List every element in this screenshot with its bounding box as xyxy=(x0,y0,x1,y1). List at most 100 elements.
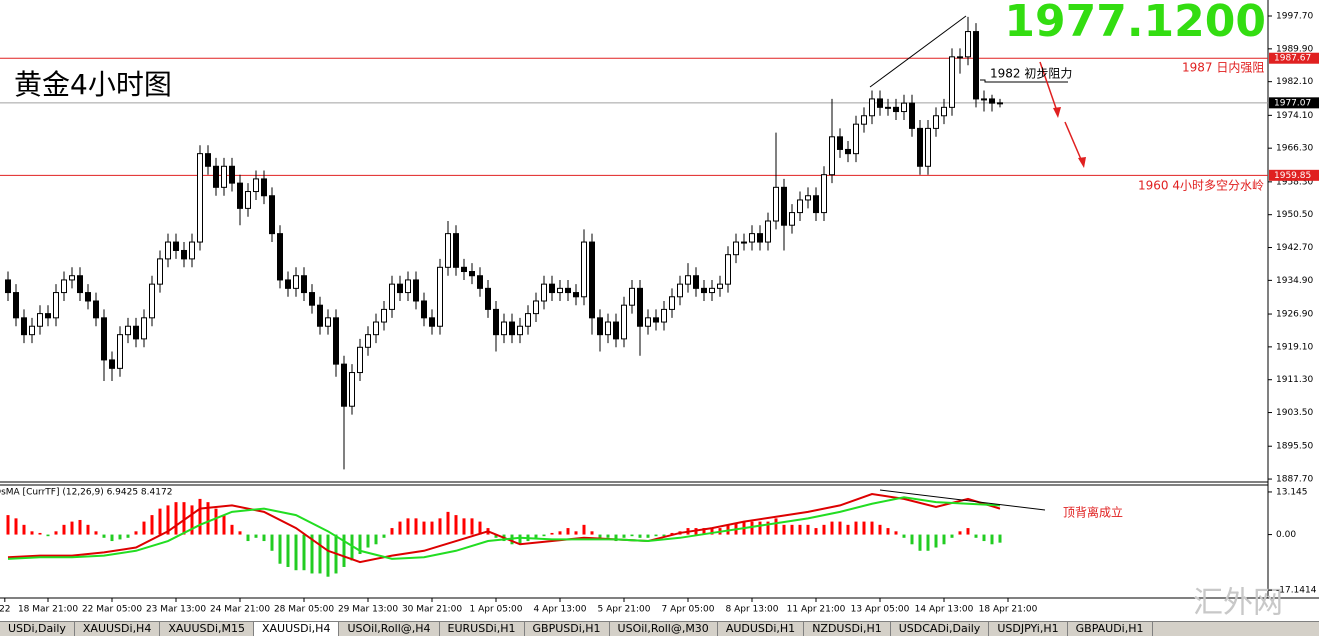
y-tick-label: 1958.30 xyxy=(1276,177,1313,187)
candle-body xyxy=(949,56,955,108)
candle-body xyxy=(117,334,123,369)
chart-tab[interactable]: USDJPYi,H1 xyxy=(989,622,1068,636)
candle-body xyxy=(293,275,299,289)
histogram-bar xyxy=(598,534,602,538)
chart-tab[interactable]: USDCADi,Daily xyxy=(891,622,990,636)
histogram-bar xyxy=(214,508,218,535)
histogram-bar xyxy=(78,519,82,535)
candle-body xyxy=(509,321,515,336)
y-tick-label: 1911.30 xyxy=(1276,375,1313,385)
chart-tab[interactable]: XAUUSDi,H4 xyxy=(254,622,340,636)
histogram-bar xyxy=(126,534,130,538)
candle-body xyxy=(461,266,467,273)
candle-body xyxy=(197,153,203,243)
x-tick-label: 22 Mar 05:00 xyxy=(82,605,142,615)
histogram-bar xyxy=(198,498,202,535)
histogram-bar xyxy=(446,511,450,535)
histogram-bar xyxy=(878,524,882,535)
histogram-bar xyxy=(350,534,354,561)
candle-body xyxy=(917,127,923,167)
histogram-bar xyxy=(406,518,410,535)
chart-tab[interactable]: NZDUSDi,H1 xyxy=(804,622,891,636)
candle-body xyxy=(365,334,371,348)
candle-body xyxy=(309,292,315,306)
histogram-bar xyxy=(478,521,482,535)
candle-body xyxy=(693,275,699,289)
chart-tab[interactable]: XAUUSDi,M15 xyxy=(160,622,254,636)
histogram-bar xyxy=(646,534,650,538)
candle-body xyxy=(397,283,403,294)
histogram-bar xyxy=(358,534,362,555)
candle-body xyxy=(981,98,987,101)
candle-body xyxy=(757,233,763,243)
histogram-bar xyxy=(870,521,874,535)
candle-body xyxy=(485,287,491,310)
y-tick-label: 1903.50 xyxy=(1276,408,1313,418)
chart-tab[interactable]: USOil,Roll@,H4 xyxy=(339,622,440,636)
candle-body xyxy=(421,300,427,319)
tab-bar: USDi,Daily XAUUSDi,H4 XAUUSDi,M15 XAUUSDi,H… xyxy=(0,621,1319,636)
chart-tab[interactable]: USOil,Roll@,M30 xyxy=(610,622,718,636)
candle-body xyxy=(837,136,843,150)
x-tick-label: 11 Apr 21:00 xyxy=(787,605,846,615)
histogram-bar xyxy=(374,534,378,545)
histogram-bar xyxy=(942,534,946,545)
candle-body xyxy=(141,317,147,340)
candle-body xyxy=(709,287,715,294)
x-tick-label: 7 Apr 05:00 xyxy=(662,605,715,615)
histogram-bar xyxy=(766,521,770,535)
histogram-bar xyxy=(342,534,346,567)
candle-body xyxy=(813,195,819,214)
candle-body xyxy=(517,325,523,336)
histogram-bar xyxy=(862,521,866,535)
histogram-bar xyxy=(886,528,890,535)
histogram-bar xyxy=(590,531,594,535)
candle-body xyxy=(925,127,931,167)
candle-body xyxy=(501,321,507,336)
candle-body xyxy=(525,313,531,327)
y-tick-label: 1887.70 xyxy=(1276,475,1313,485)
candle-body xyxy=(997,102,1003,105)
histogram-bar xyxy=(142,521,146,535)
chart-tab[interactable]: EURUSDi,H1 xyxy=(440,622,525,636)
histogram-bar xyxy=(702,528,706,535)
candle-body xyxy=(653,317,659,323)
histogram-bar xyxy=(470,518,474,535)
histogram-bar xyxy=(966,528,970,535)
histogram-bar xyxy=(894,531,898,535)
candle-body xyxy=(941,106,947,117)
watermark: 汇外网 xyxy=(1193,586,1283,621)
histogram-bar xyxy=(854,521,858,535)
candle-body xyxy=(629,287,635,306)
candle-body xyxy=(77,275,83,294)
chart-title: 黄金4小时图 xyxy=(14,68,172,101)
chart-tab[interactable]: AUDUSDi,H1 xyxy=(718,622,805,636)
chart-tab[interactable]: GBPAUDi,H1 xyxy=(1068,622,1153,636)
chart-tab[interactable]: GBPUSDi,H1 xyxy=(525,622,610,636)
histogram-bar xyxy=(46,534,50,537)
osma-panel xyxy=(6,493,1002,577)
y-tick-label: 1974.10 xyxy=(1276,111,1313,121)
chart-tab[interactable]: XAUUSDi,H4 xyxy=(75,622,161,636)
annotation: 1987 日内强阻 xyxy=(1182,61,1264,75)
candle-body xyxy=(317,304,323,327)
candle-body xyxy=(493,308,499,336)
chart-tab[interactable]: USDi,Daily xyxy=(0,622,75,636)
histogram-bar xyxy=(134,531,138,535)
candle-body xyxy=(677,283,683,298)
candle-body xyxy=(149,283,155,319)
histogram-bar xyxy=(838,521,842,535)
candle-body xyxy=(477,275,483,289)
candle-body xyxy=(213,165,219,188)
histogram-bar xyxy=(846,524,850,535)
y-tick-label: 1989.90 xyxy=(1276,44,1313,54)
candle-body xyxy=(789,212,795,226)
arrow-head xyxy=(1078,157,1086,168)
level-label: 1959.85 xyxy=(1274,171,1311,181)
candle-body xyxy=(589,241,595,319)
candle-body xyxy=(165,241,171,260)
indicator-line xyxy=(7,493,1001,564)
candle-body xyxy=(845,148,851,155)
candle-body xyxy=(133,325,139,340)
level-label: 1987.67 xyxy=(1274,54,1311,64)
